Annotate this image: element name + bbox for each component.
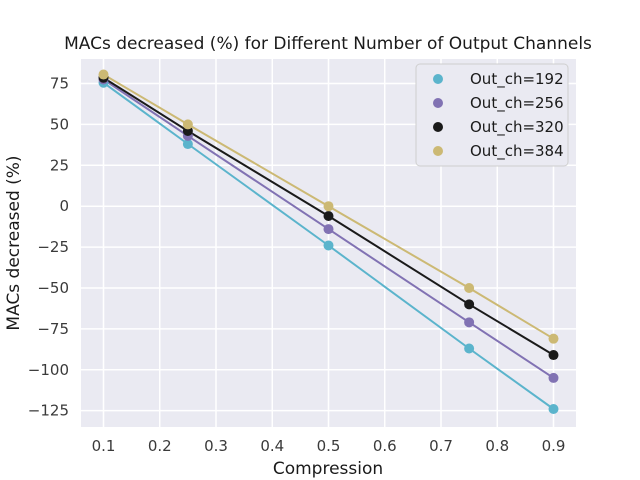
data-point [548, 350, 559, 361]
y-tick-label: 0 [59, 197, 69, 215]
legend-marker [433, 146, 443, 156]
tick-labels: 0.1 0.2 0.3 0.4 0.5 0.6 0.7 0.8 0.9 75 50 25 0 −25 −50… [28, 75, 566, 455]
data-point [323, 201, 334, 212]
y-tick-label: −50 [37, 279, 69, 297]
legend-label: Out_ch=320 [470, 118, 564, 137]
data-point [323, 224, 334, 235]
x-tick-label: 0.8 [485, 437, 509, 455]
y-axis-title: MACs decreased (%) [4, 155, 24, 330]
y-tick-label: 50 [50, 115, 69, 133]
data-point [323, 240, 334, 251]
legend-frame [415, 63, 569, 167]
legend-marker [433, 74, 443, 84]
x-tick-label: 0.5 [317, 437, 341, 455]
data-point [464, 343, 475, 354]
legend-marker [433, 98, 443, 108]
x-tick-label: 0.4 [260, 437, 284, 455]
x-tick-label: 0.9 [542, 437, 566, 455]
data-point [464, 282, 475, 293]
legend-marker [433, 122, 443, 132]
x-axis-title: Compression [273, 459, 383, 479]
legend-label: Out_ch=384 [470, 142, 564, 161]
data-point [548, 333, 559, 344]
y-tick-label: −75 [37, 320, 69, 338]
y-tick-label: −25 [37, 238, 69, 256]
y-tick-label: 75 [50, 75, 69, 93]
data-point [548, 372, 559, 383]
x-tick-label: 0.7 [429, 437, 453, 455]
data-point [98, 69, 109, 80]
data-point [323, 211, 334, 222]
legend: Out_ch=192 Out_ch=256 Out_ch=320 Out_ch=384 [415, 63, 569, 167]
x-tick-label: 0.1 [92, 437, 116, 455]
x-tick-label: 0.2 [148, 437, 172, 455]
data-point [182, 119, 193, 130]
data-point [464, 317, 475, 328]
data-point [182, 139, 193, 150]
data-point [548, 404, 559, 415]
x-tick-label: 0.6 [373, 437, 397, 455]
x-tick-label: 0.3 [204, 437, 228, 455]
y-tick-label: −100 [28, 361, 69, 379]
y-tick-label: 25 [50, 156, 69, 174]
y-tick-label: −125 [28, 402, 69, 420]
data-point [464, 299, 475, 310]
chart-title: MACs decreased (%) for Different Number … [64, 34, 592, 54]
series-layer [98, 69, 559, 415]
legend-label: Out_ch=256 [470, 94, 564, 113]
legend-label: Out_ch=192 [470, 70, 564, 89]
